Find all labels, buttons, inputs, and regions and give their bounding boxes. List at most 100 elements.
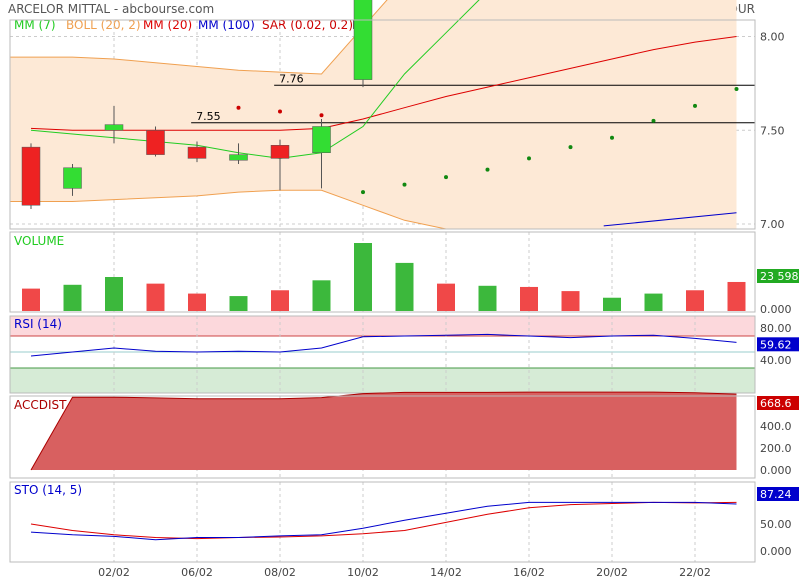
price-panel-frame [9,19,756,230]
sar-dot [693,103,697,108]
candle-body [312,126,331,153]
candle-body [146,130,165,155]
volume-bar [603,297,621,311]
sto-last-value-bg [757,487,799,501]
sar-dot [361,190,365,195]
volume-bar [63,284,82,311]
sto-last-value: 87.24 [760,488,792,501]
volume-bar [395,262,414,311]
x-tick-label: 10/02 [347,566,379,579]
candle-body [104,124,124,131]
sar-dot [651,118,656,123]
sar-dot [444,175,448,180]
accdist-title: ACCDIST [14,398,67,412]
volume-panel: VOLUME 0.000 23 598 [9,231,799,316]
y-tick-label: 7.50 [760,124,785,137]
sar-dot [527,156,531,161]
candle-body [229,154,248,161]
volume-bar [271,290,289,311]
volume-bar [478,285,497,311]
accdist-area [31,392,737,470]
x-axis-ticks: 02/02 06/02 08/02 10/02 14/02 16/02 20/02 22/02 [98,566,711,579]
candle-body [353,0,373,80]
y-tick-label: 400.0 [760,420,792,433]
volume-bar [105,277,123,311]
sar-dot [734,87,739,91]
legend-item: MM (20) [143,18,192,32]
y-tick-label: 0.000 [760,464,792,477]
sar-dot [236,105,241,110]
volume-last-value: 23 598 [760,270,799,283]
rsi-title: RSI (14) [14,317,62,331]
x-tick-label: 02/02 [98,566,130,579]
accdist-last-value-bg [757,396,799,410]
sto-d-line [30,501,737,540]
sar-dot [568,145,573,150]
y-tick-label: 200.0 [760,442,792,455]
sar-dot [278,109,282,114]
rsi-overbought-zone [10,316,755,336]
volume-bar [561,291,580,311]
sto-title: STO (14, 5) [14,483,82,497]
legend-item: BOLL (20, 2) [66,18,141,32]
sto-k-line [30,501,737,541]
rsi-line [30,333,737,357]
sar-dot [485,167,490,172]
x-tick-label: 22/02 [679,566,711,579]
bollinger-upper-line [10,0,388,75]
volume-last-value-bg [757,269,799,283]
volume-bar [188,293,206,311]
rsi-last-value-bg [757,337,799,352]
candle-body [270,145,290,159]
rsi-oversold-zone [10,368,755,393]
mm100-line [603,212,737,227]
sto-panel-frame [9,481,756,563]
volume-bar [229,296,248,311]
chart-title: ARCELOR MITTAL - abcbourse.com [8,2,214,16]
y-tick-label: 0.000 [760,545,792,558]
price-panel: 7.007.508.008.509.008.257.767.558.42 [9,0,785,231]
legend-item: SAR (0.02, 0.2) [262,18,353,32]
sar-dot [402,182,407,187]
sar-dot [319,113,324,118]
y-tick-label: 80.00 [760,322,792,335]
volume-bar [146,283,165,311]
pivot-label: 7.76 [279,72,304,85]
y-tick-label: 50.00 [760,518,792,531]
accdist-line [30,391,737,471]
x-tick-label: 16/02 [513,566,545,579]
sar-dot [610,135,614,140]
candle-body [187,146,207,159]
pivot-label: 7.55 [196,110,221,123]
y-tick-label: 7.00 [760,218,785,231]
x-tick-label: 14/02 [430,566,462,579]
rsi-panel: RSI (14) 40.00 80.00 59.62 [9,315,799,394]
volume-bar [727,281,746,311]
volume-panel-frame [9,231,756,313]
x-tick-label: 20/02 [596,566,628,579]
volume-bar [22,288,40,311]
candle-body [21,146,41,206]
candle-body [63,167,82,189]
volume-bar [312,280,331,311]
volume-bar [520,286,538,311]
volume-bar [437,283,455,311]
volume-bar [644,293,663,311]
x-tick-label: 06/02 [181,566,213,579]
y-tick-label: 8.00 [760,31,785,44]
legend-item: MM (7) [14,18,56,32]
volume-bar [686,290,704,311]
volume-title: VOLUME [14,234,64,248]
accdist-last-value: 668.6 [760,397,792,410]
volume-bar [354,243,372,311]
bollinger-band [10,0,737,229]
rsi-last-value: 59.62 [760,338,792,351]
y-tick-label: 40.00 [760,354,792,367]
legend-item: MM (100) [198,18,255,32]
x-tick-label: 08/02 [264,566,296,579]
y-tick-label: 0.000 [760,303,792,316]
accdist-panel-frame [9,395,756,479]
